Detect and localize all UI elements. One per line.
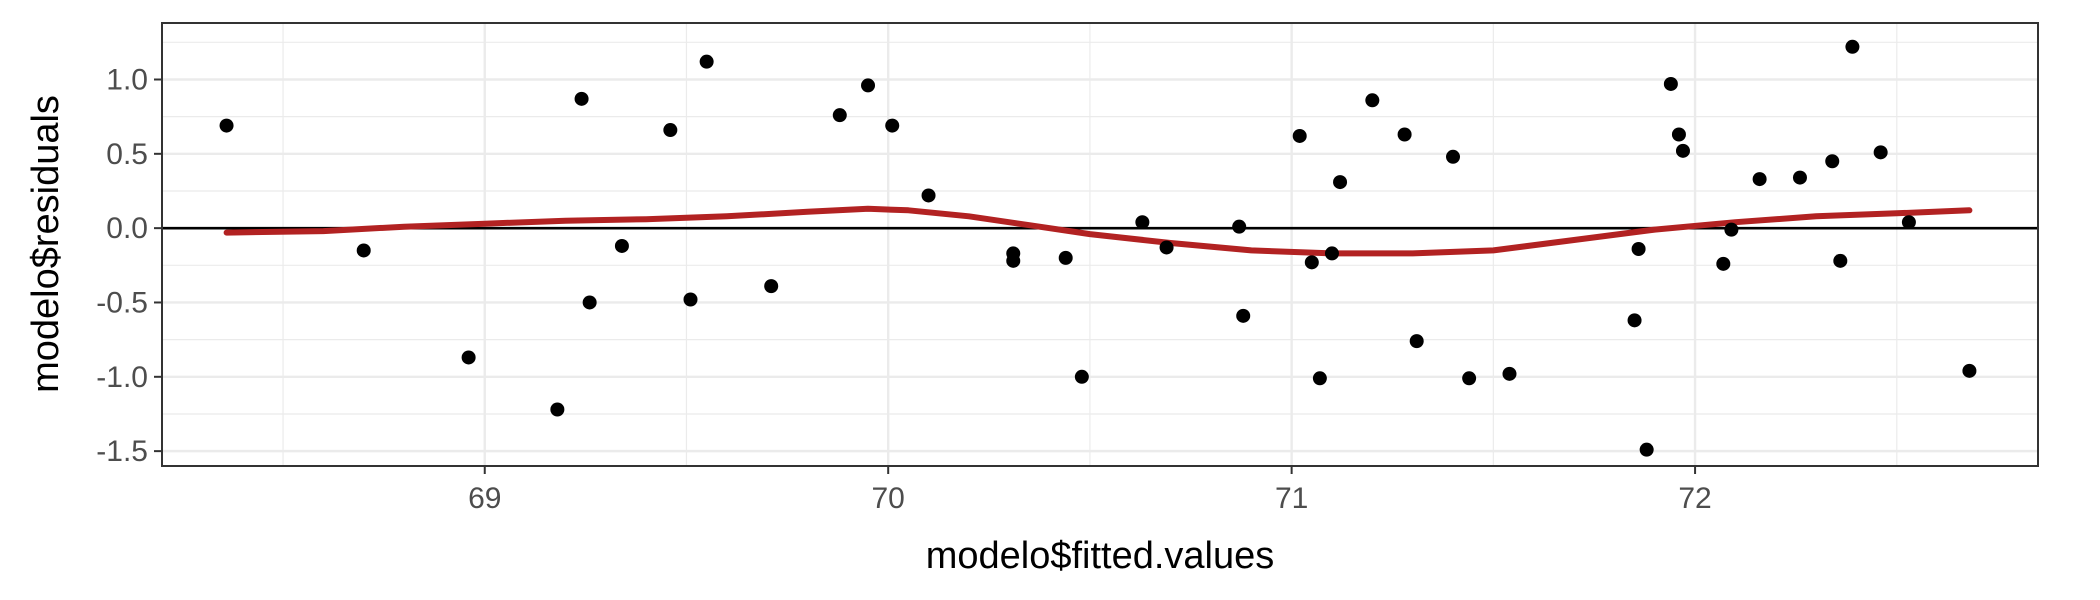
data-point — [1631, 241, 1646, 256]
data-point — [1236, 308, 1251, 323]
data-point — [1409, 334, 1424, 349]
data-point — [1333, 175, 1348, 190]
data-point — [683, 292, 698, 307]
y-tick-label: -1.0 — [96, 361, 148, 394]
data-point — [1074, 369, 1089, 384]
smooth-trend-line — [223, 205, 1973, 257]
data-point — [1135, 215, 1150, 230]
y-tick-label: -1.5 — [96, 435, 148, 468]
data-point — [1639, 442, 1654, 457]
data-point — [1462, 371, 1477, 386]
data-point — [1006, 253, 1021, 268]
x-tick-label: 72 — [1678, 482, 1711, 515]
data-point — [582, 295, 597, 310]
data-point — [1752, 172, 1767, 187]
data-point — [1663, 76, 1678, 91]
data-point — [219, 118, 234, 133]
y-axis: 1.0 0.5 0.0 -0.5 -1.0 -1.5 — [96, 63, 162, 468]
y-tick-label: -0.5 — [96, 286, 148, 319]
data-point — [1901, 215, 1916, 230]
data-point — [921, 188, 936, 203]
data-point — [1671, 127, 1686, 142]
x-tick-label: 71 — [1275, 482, 1308, 515]
data-point — [356, 243, 371, 258]
data-point — [461, 350, 476, 365]
data-point — [1232, 219, 1247, 234]
data-point — [1502, 366, 1517, 381]
data-point — [663, 123, 678, 138]
data-point — [832, 108, 847, 123]
y-tick-label: 1.0 — [106, 63, 148, 96]
data-point — [1716, 256, 1731, 271]
y-tick-label: 0.5 — [106, 138, 148, 171]
data-point — [1627, 313, 1642, 328]
data-point — [1845, 39, 1860, 54]
y-tick-label: 0.0 — [106, 212, 148, 245]
data-point — [1304, 255, 1319, 270]
x-axis: 69 70 71 72 — [468, 466, 1712, 515]
data-point — [1724, 222, 1739, 237]
data-point — [614, 238, 629, 253]
data-point — [1159, 240, 1174, 255]
data-point — [574, 91, 589, 106]
x-tick-label: 70 — [872, 482, 905, 515]
data-point — [1825, 154, 1840, 169]
y-axis-title: modelo$residuals — [25, 95, 67, 393]
data-point — [1397, 127, 1412, 142]
data-point — [1324, 246, 1339, 261]
x-axis-title: modelo$fitted.values — [926, 535, 1275, 577]
data-point — [1675, 143, 1690, 158]
data-point — [764, 279, 779, 294]
data-point — [1792, 170, 1807, 185]
data-point — [885, 118, 900, 133]
data-point — [1873, 145, 1888, 160]
data-points — [219, 39, 1977, 457]
data-point — [550, 402, 565, 417]
plot-panel-border — [161, 22, 2039, 467]
data-point — [1292, 128, 1307, 143]
data-point — [1962, 363, 1977, 378]
data-point — [1833, 253, 1848, 268]
plot-panel-background — [162, 23, 2038, 466]
data-point — [1312, 371, 1327, 386]
data-point — [1058, 250, 1073, 265]
data-point — [1446, 149, 1461, 164]
data-point — [1365, 93, 1380, 108]
data-point — [861, 78, 876, 93]
data-point — [699, 54, 714, 69]
x-tick-label: 69 — [468, 482, 501, 515]
